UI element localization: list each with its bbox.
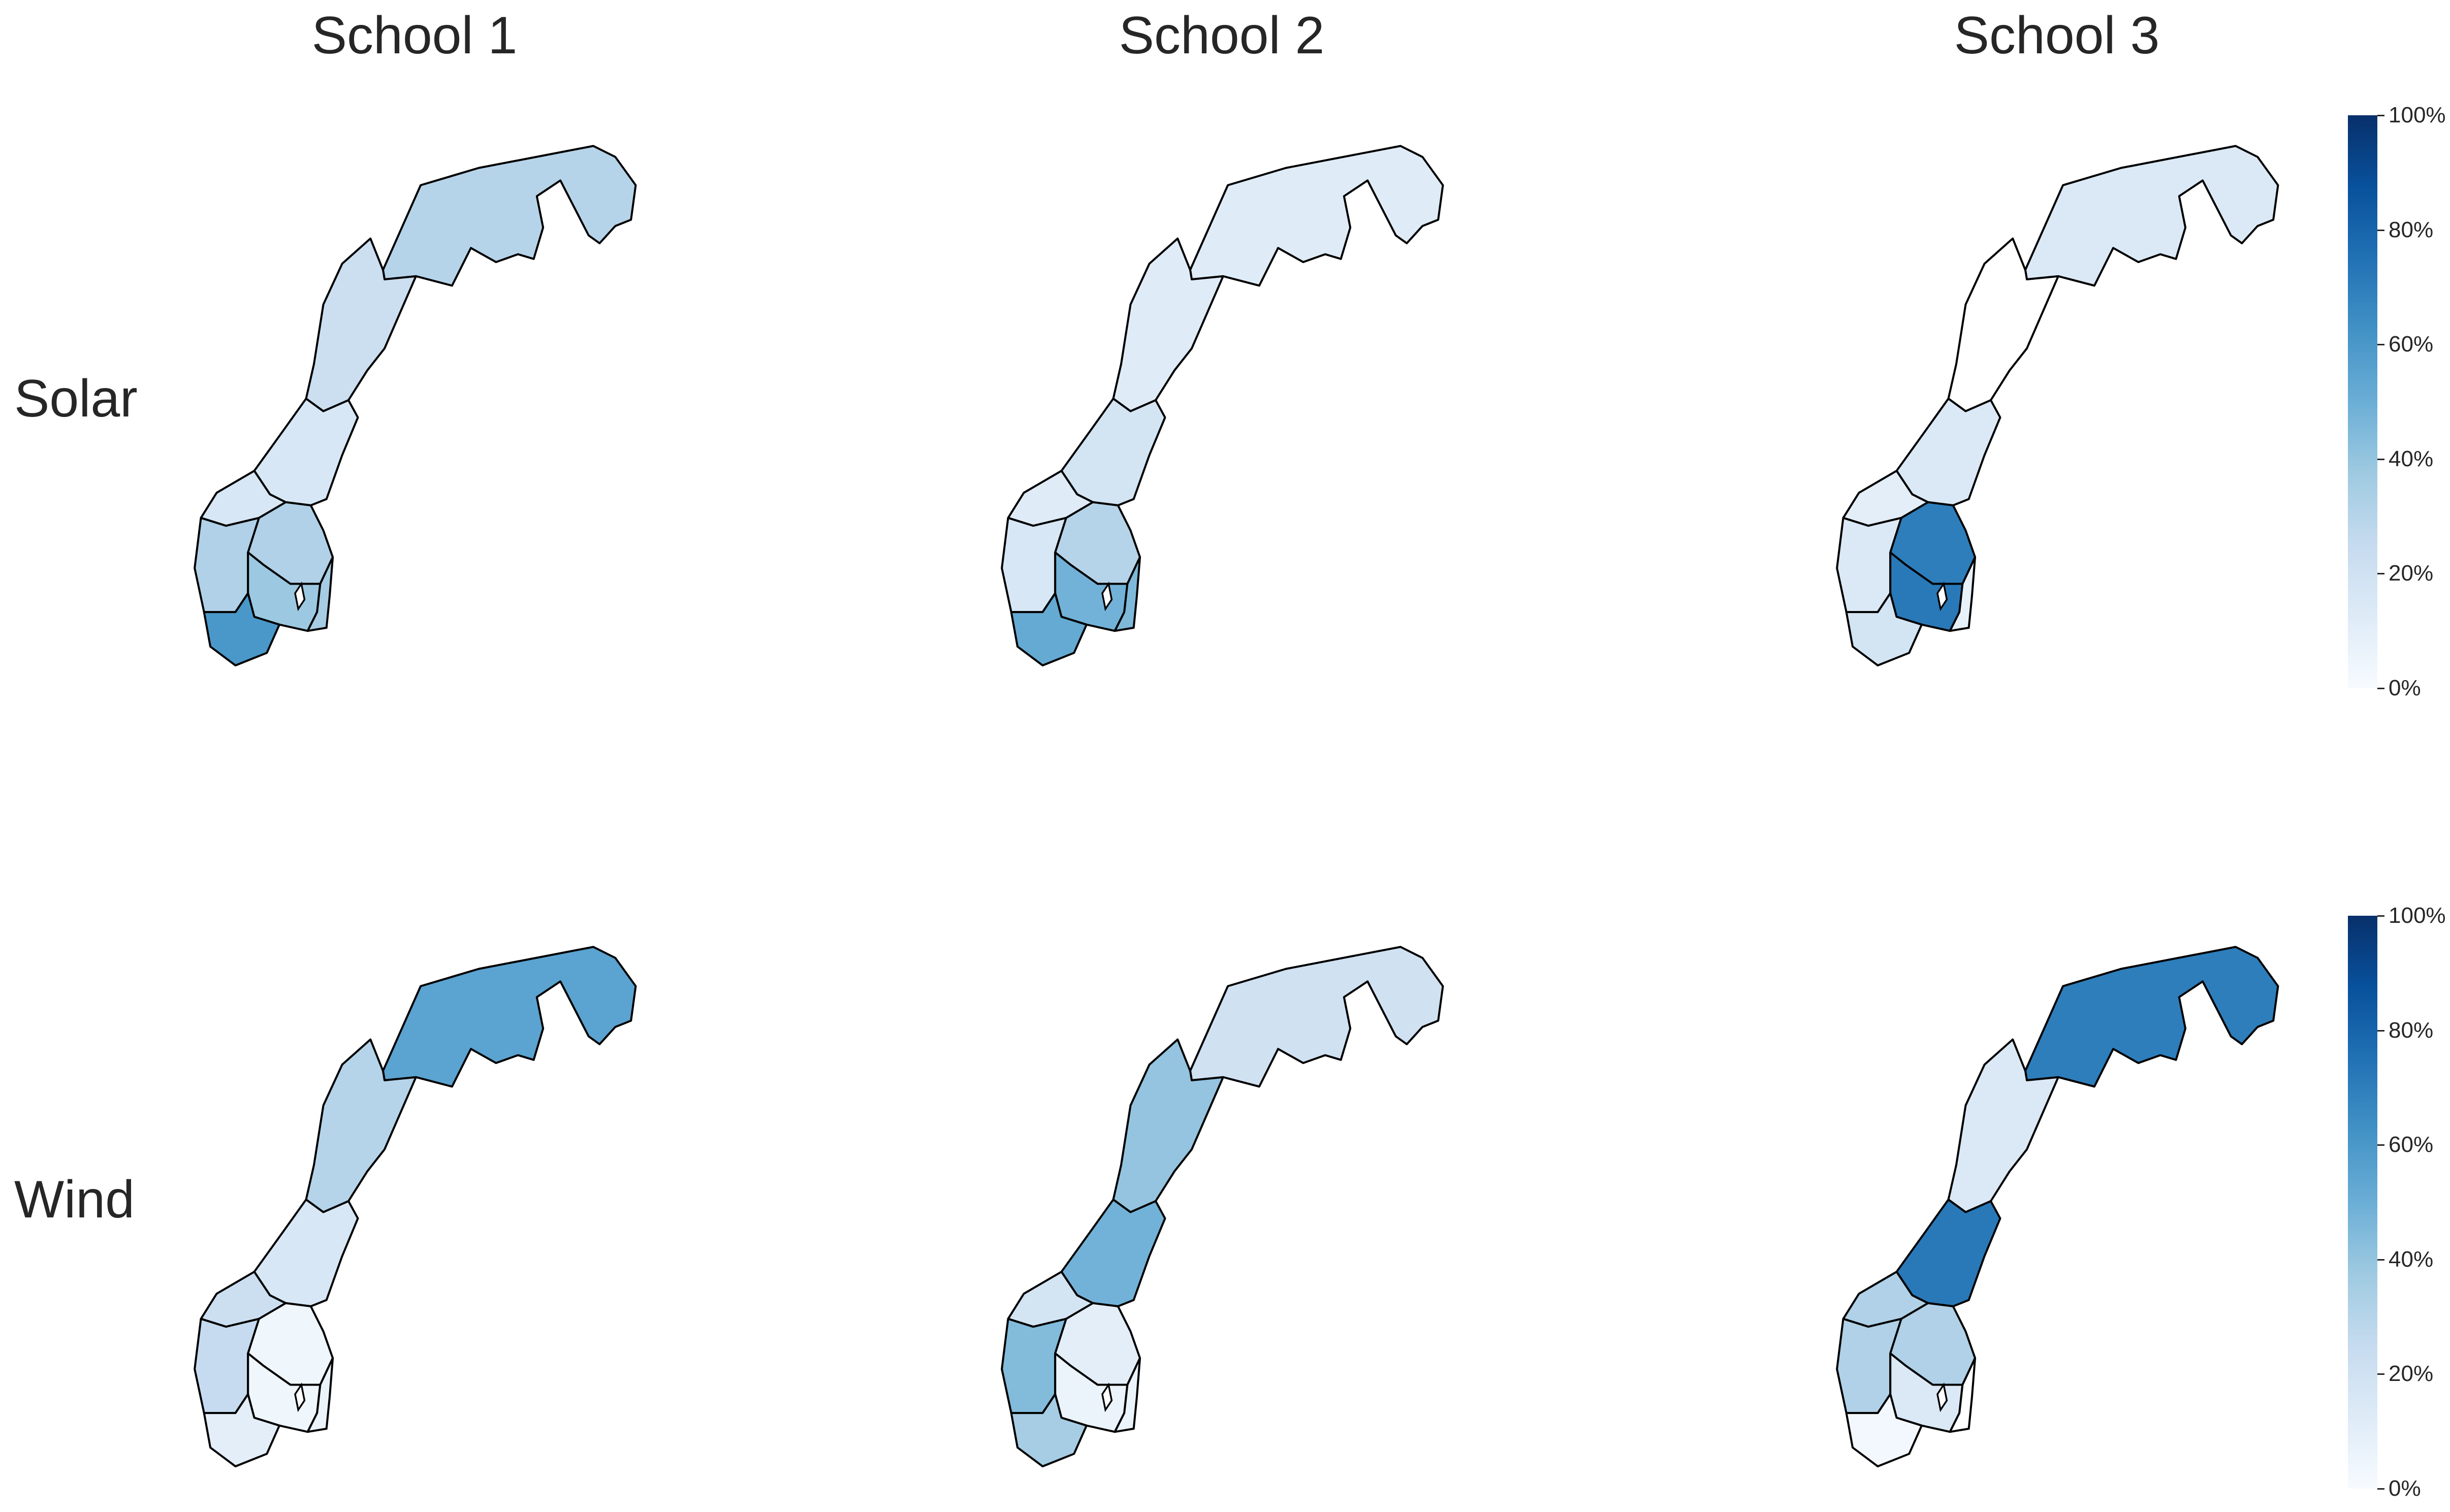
lake-outline [1936,582,1948,612]
colorbar-tick [2377,688,2384,689]
colorbar-tick-label: 60% [2389,1132,2434,1157]
lake-outline [1936,1382,1948,1412]
lake-outline [1101,1382,1113,1412]
region-east [1949,1357,1977,1433]
region-south-east [1054,551,1129,632]
region-south [1010,592,1088,667]
map-panel-solar-school-1 [194,145,637,667]
colorbar-tick [2377,344,2384,346]
colorbar-tick-label: 0% [2389,675,2421,700]
lake-outline [1101,582,1113,612]
region-middle [1060,1198,1166,1307]
colorbar-tick [2377,1144,2384,1146]
colorbar-wind: 0% 20% 40% 60% 80% 100% [2348,905,2450,1500]
region-north [381,145,637,287]
row-label-wind: Wind [14,1170,135,1229]
colorbar-tick-label: 40% [2389,446,2434,471]
colorbar-gradient [2348,115,2377,688]
colorbar-gradient [2348,916,2377,1489]
row-label-solar: Solar [14,369,138,428]
region-north [1189,145,1444,287]
region-north [381,946,637,1088]
column-title-school-2: School 2 [1119,6,1325,65]
region-middle [253,1198,359,1307]
region-south-east [247,1352,322,1433]
colorbar-tick [2377,1030,2384,1032]
map-panel-wind-school-2 [1001,946,1444,1468]
region-south [203,1393,281,1468]
region-middle [253,397,359,506]
colorbar-tick-label: 60% [2389,332,2434,357]
region-north [2024,145,2279,287]
colorbar-solar: 0% 20% 40% 60% 80% 100% [2348,104,2450,699]
map-panel-wind-school-1 [194,946,637,1468]
region-south-east [1054,1352,1129,1433]
region-east [1113,556,1141,632]
map-panel-solar-school-2 [1001,145,1444,667]
region-south [1010,1393,1088,1468]
lake-outline [294,1382,306,1412]
region-middle [1060,397,1166,506]
colorbar-tick [2377,573,2384,575]
column-title-school-1: School 1 [311,6,518,65]
region-east [306,1357,334,1433]
colorbar-tick-label: 0% [2389,1476,2421,1501]
region-south-east [247,551,322,632]
region-east [1113,1357,1141,1433]
region-middle [1895,397,2001,506]
colorbar-tick [2377,1373,2384,1375]
colorbar-tick [2377,229,2384,231]
region-north [1189,946,1444,1088]
region-south [1845,592,1923,667]
region-south-east [1889,1352,1964,1433]
colorbar-tick-label: 100% [2389,103,2446,127]
colorbar-tick-label: 20% [2389,1361,2434,1387]
colorbar-tick-label: 20% [2389,561,2434,586]
region-middle [1895,1198,2001,1307]
region-south [203,592,281,667]
column-title-school-3: School 3 [1954,6,2160,65]
region-east [1949,556,1977,632]
colorbar-tick-label: 100% [2389,903,2446,928]
region-north [2024,946,2279,1088]
region-south [1845,1393,1923,1468]
region-south-east [1889,551,1964,632]
colorbar-tick [2377,915,2384,917]
colorbar-tick-label: 80% [2389,217,2434,242]
region-east [306,556,334,632]
map-panel-wind-school-3 [1836,946,2279,1468]
colorbar-tick [2377,458,2384,460]
colorbar-tick [2377,1488,2384,1490]
colorbar-tick-label: 80% [2389,1017,2434,1043]
map-panel-solar-school-3 [1836,145,2279,667]
colorbar-tick [2377,1259,2384,1261]
colorbar-tick [2377,115,2384,116]
lake-outline [294,582,306,612]
colorbar-tick-label: 40% [2389,1246,2434,1272]
